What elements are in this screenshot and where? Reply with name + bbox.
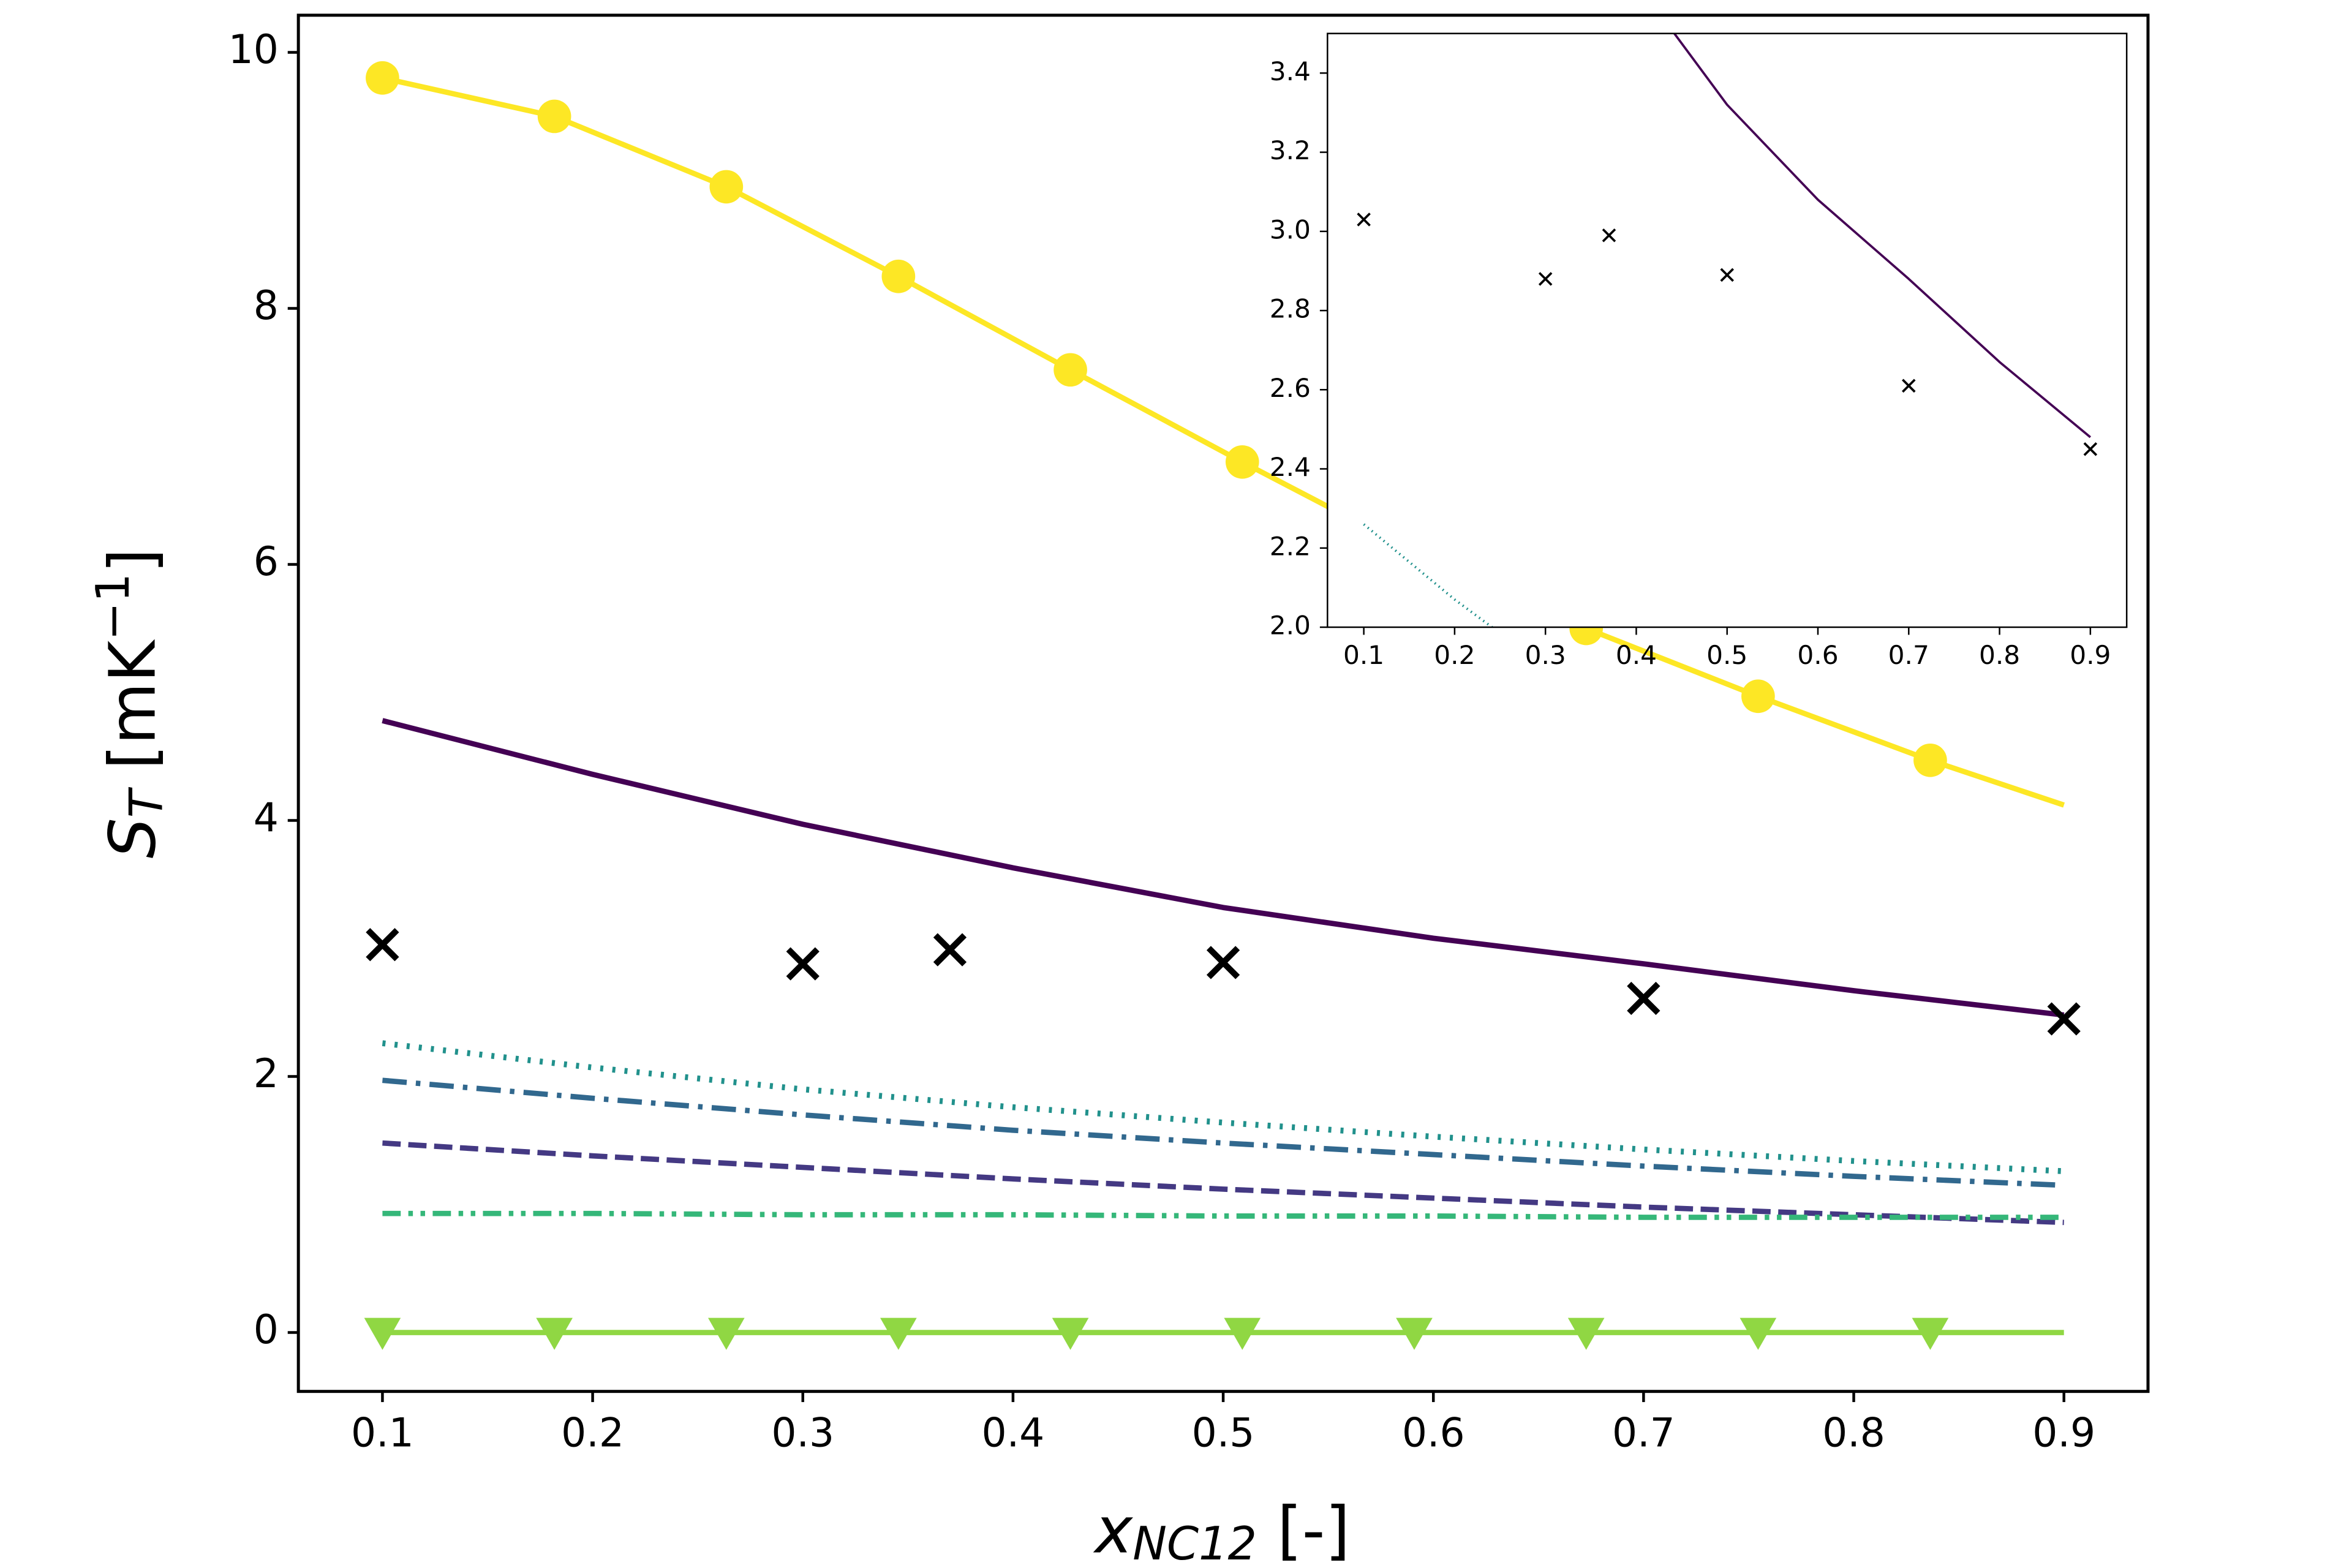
series-line [382,718,2065,1018]
marker [881,259,916,293]
marker [536,1317,573,1350]
series-line [382,1077,2064,1188]
series-line [382,1210,2064,1220]
axes-frame [296,13,2150,1393]
marker [1913,743,1947,777]
marker [2047,1002,2081,1036]
x-tick-label: 0.6 [1402,1411,1465,1457]
y-tick-label: 2.6 [1270,373,1311,403]
marker [1224,1317,1261,1350]
y-tick-label: 2.2 [1270,531,1311,561]
y-axis-label: ST [mK−1] [86,548,173,858]
y-tick-label: 8 [254,283,279,329]
plot-area [1357,33,2098,627]
x-tick-label: 0.9 [2070,640,2111,670]
x-tick-label: 0.7 [1888,640,1929,670]
x-tick-label: 0.2 [561,1411,624,1457]
axes: 0.1 0.2 0.3 0.4 0.5 0.6 0.7 0.8 0.9 2.0 2.2 2.4 2.6 2… [1270,32,2128,670]
y-tick-label: 2.0 [1270,611,1311,641]
marker [1720,268,1734,282]
marker [537,99,571,134]
marker [1538,272,1553,286]
x-tick-label: 0.7 [1612,1411,1675,1457]
y-tick-label: 3.2 [1270,135,1311,165]
marker [1627,981,1660,1016]
x-tick-label: 0.1 [351,1411,414,1457]
x-tick-label: 0.3 [1525,640,1566,670]
x-tick-label: 0.5 [1192,1411,1255,1457]
y-tick-label: 2 [254,1051,279,1097]
axes-background [1327,33,2127,627]
marker [1602,228,1616,243]
marker [1396,1317,1433,1350]
marker [880,1317,917,1350]
marker [709,170,744,204]
marker [366,928,399,962]
x-tick-label: 0.1 [1343,640,1384,670]
y-tick-label: 2.4 [1270,452,1311,482]
y-tick-label: 6 [254,539,279,585]
marker [786,947,820,981]
x-tick-label: 0.8 [1979,640,2020,670]
x-axis-label: xNC12 [-] [1093,1493,1350,1568]
marker [1912,1317,1949,1350]
x-tick-label: 0.4 [1616,640,1657,670]
x-tick-label: 0.8 [1822,1411,1885,1457]
marker [1740,1317,1777,1350]
series-line [1673,33,2092,439]
series-line [382,1040,2064,1174]
y-tick-label: 10 [228,27,279,73]
marker [1741,679,1775,714]
x-tick-label: 0.9 [2032,1411,2095,1457]
marker [933,933,967,967]
marker [366,61,399,95]
y-tick-label: 0 [254,1307,279,1353]
x-tick-label: 0.3 [771,1411,834,1457]
marker [707,1317,745,1350]
marker [1567,1317,1605,1350]
marker [1052,1317,1089,1350]
marker [1357,213,1371,227]
marker [2083,442,2098,456]
x-tick-label: 0.2 [1434,640,1475,670]
marker [364,1317,401,1350]
marker [1225,445,1259,479]
marker [1206,946,1240,979]
x-tick-label: 0.6 [1797,640,1838,670]
series-line [382,1140,2064,1226]
y-tick-label: 4 [254,795,279,841]
marker [1902,379,1916,393]
x-tick-label: 0.4 [982,1411,1045,1457]
y-tick-label: 3.0 [1270,214,1311,244]
marker [1054,353,1087,387]
y-tick-label: 3.4 [1270,56,1311,86]
y-tick-label: 2.8 [1270,294,1311,324]
x-tick-label: 0.5 [1706,640,1747,670]
